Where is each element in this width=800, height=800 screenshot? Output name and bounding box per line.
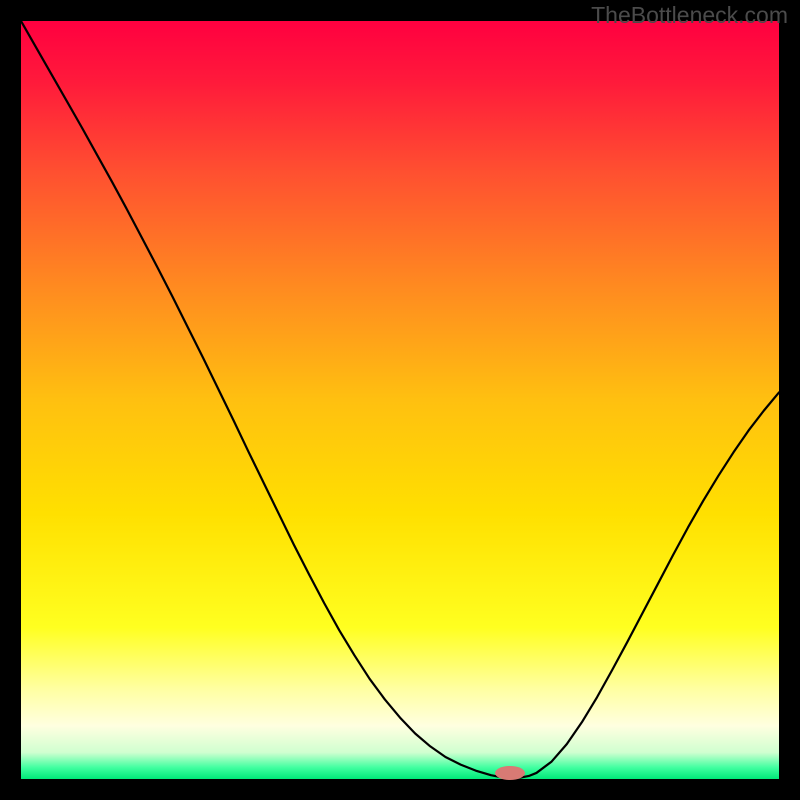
optimum-marker-ellipse xyxy=(495,766,525,780)
attribution-label: TheBottleneck.com xyxy=(591,2,788,29)
plot-area xyxy=(21,21,779,779)
chart-svg xyxy=(21,21,779,779)
gradient-background xyxy=(21,21,779,779)
chart-frame: TheBottleneck.com xyxy=(0,0,800,800)
optimum-marker-svg xyxy=(495,766,525,780)
optimum-marker xyxy=(495,766,525,780)
